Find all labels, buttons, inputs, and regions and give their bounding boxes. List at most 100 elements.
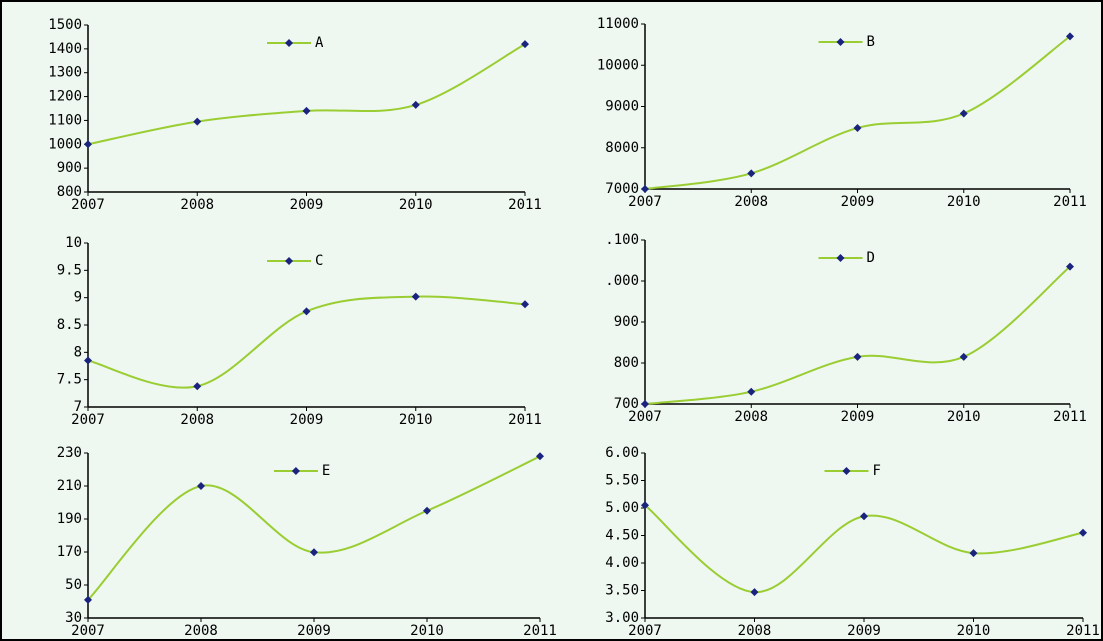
y-tick-label: 30	[65, 610, 82, 626]
marker	[521, 300, 529, 309]
y-tick-label: 1200	[48, 89, 82, 105]
y-tick-label: 7000	[605, 181, 639, 197]
y-tick-label: 7	[74, 399, 82, 415]
marker	[411, 292, 420, 301]
marker	[84, 356, 92, 365]
x-tick-label: 2007	[628, 194, 662, 210]
x-tick-label: 2007	[71, 623, 105, 639]
y-tick-label: 7.5	[57, 372, 82, 388]
marker	[1066, 262, 1074, 271]
x-tick-label: 2009	[290, 412, 324, 428]
x-tick-label: 2010	[410, 623, 444, 639]
marker	[302, 106, 311, 115]
x-tick-label: 2008	[180, 197, 214, 213]
x-tick-label: 2007	[628, 623, 662, 639]
marker	[969, 549, 978, 558]
marker	[860, 512, 868, 521]
x-tick-label: 2009	[847, 623, 881, 639]
x-tick-label: 2008	[184, 623, 218, 639]
marker	[853, 352, 862, 361]
x-tick-label: 2008	[738, 623, 772, 639]
marker	[959, 109, 968, 118]
x-tick-label: 2009	[297, 623, 331, 639]
marker	[310, 548, 318, 557]
y-tick-label: 6.00	[605, 445, 639, 461]
x-tick-label: 2010	[399, 197, 433, 213]
marker	[193, 382, 202, 391]
y-tick-label: 10000	[597, 57, 639, 73]
x-tick-label: 2011	[508, 197, 542, 213]
marker	[84, 140, 92, 149]
y-tick-label: .000	[605, 273, 639, 289]
legend-label: D	[867, 250, 875, 266]
x-tick-label: 2009	[290, 197, 324, 213]
marker	[521, 40, 529, 49]
y-tick-label: 8000	[605, 140, 639, 156]
legend-marker	[285, 257, 294, 265]
marker	[193, 117, 202, 126]
x-tick-label: 2007	[71, 412, 105, 428]
legend-label: C	[315, 253, 323, 269]
y-tick-label: 800	[57, 184, 82, 200]
y-tick-label: .100	[605, 232, 639, 248]
x-tick-label: 2007	[628, 409, 662, 425]
y-tick-label: 9	[74, 290, 82, 306]
y-tick-label: 11000	[597, 16, 639, 32]
x-tick-label: 2009	[841, 194, 875, 210]
legend-marker	[836, 254, 845, 262]
marker	[641, 501, 649, 510]
y-tick-label: 1100	[48, 112, 82, 128]
y-tick-label: 190	[57, 511, 82, 527]
marker	[423, 506, 431, 515]
y-tick-label: 170	[57, 544, 82, 560]
x-tick-label: 2011	[508, 412, 542, 428]
y-tick-label: 3.50	[605, 583, 639, 599]
y-tick-label: 1400	[48, 41, 82, 57]
x-tick-label: 2008	[734, 194, 768, 210]
x-tick-label: 2011	[1053, 194, 1087, 210]
x-tick-label: 2007	[71, 197, 105, 213]
marker	[411, 100, 420, 109]
y-tick-label: 5.00	[605, 500, 639, 516]
legend-label: F	[872, 463, 880, 479]
y-tick-label: 3.00	[605, 610, 639, 626]
y-tick-label: 1300	[48, 65, 82, 81]
x-tick-label: 2009	[841, 409, 875, 425]
y-tick-label: 900	[57, 160, 82, 176]
marker	[84, 595, 92, 604]
legend-marker	[836, 38, 845, 46]
marker	[747, 169, 756, 178]
x-tick-label: 2011	[523, 623, 557, 639]
marker	[536, 452, 544, 461]
y-tick-label: 1500	[48, 17, 82, 33]
marker	[1066, 32, 1074, 41]
x-tick-label: 2010	[399, 412, 433, 428]
legend-marker	[842, 467, 851, 475]
x-tick-label: 2010	[957, 623, 991, 639]
y-tick-label: 5.50	[605, 473, 639, 489]
y-tick-label: 10	[65, 235, 82, 251]
x-tick-label: 2011	[1066, 623, 1100, 639]
legend-marker	[285, 39, 294, 47]
x-tick-label: 2008	[734, 409, 768, 425]
y-tick-label: 900	[614, 314, 639, 330]
y-tick-label: 800	[614, 355, 639, 371]
y-tick-label: 9000	[605, 99, 639, 115]
y-tick-label: 230	[57, 445, 82, 461]
marker	[750, 588, 759, 597]
legend-marker	[291, 467, 300, 475]
legend-label: A	[315, 35, 324, 51]
y-tick-label: 9.5	[57, 262, 82, 278]
y-tick-label: 50	[65, 577, 82, 593]
marker	[1079, 528, 1087, 537]
y-tick-label: 8.5	[57, 317, 82, 333]
x-tick-label: 2010	[947, 194, 981, 210]
x-tick-label: 2010	[947, 409, 981, 425]
marker	[302, 307, 311, 316]
marker	[641, 185, 649, 193]
legend-label: E	[322, 463, 330, 479]
y-tick-label: 1000	[48, 136, 82, 152]
marker	[853, 123, 862, 132]
